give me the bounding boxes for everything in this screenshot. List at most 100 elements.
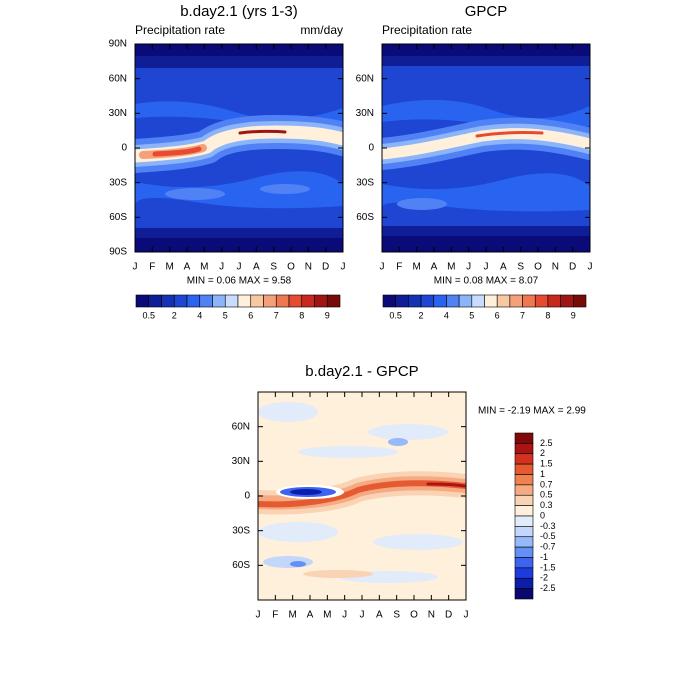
x-tick-label: J bbox=[588, 262, 593, 273]
colorbar-box bbox=[514, 557, 534, 569]
x-tick-label: O bbox=[410, 610, 418, 621]
colorbar-label: -0.3 bbox=[540, 521, 556, 531]
x-tick-label: S bbox=[393, 610, 400, 621]
colorbar-label: 8 bbox=[545, 310, 550, 320]
x-tick-label: S bbox=[517, 262, 524, 273]
x-tick-label: J bbox=[380, 262, 385, 273]
colorbar-box bbox=[420, 294, 435, 308]
x-tick-label: J bbox=[237, 262, 242, 273]
stats-label: MIN = -2.19 MAX = 2.99 bbox=[478, 406, 586, 417]
colorbar-box bbox=[514, 443, 534, 455]
colorbar-box bbox=[514, 484, 534, 496]
chart-title: b.day2.1 (yrs 1-3) bbox=[180, 3, 298, 20]
colorbar-box bbox=[382, 294, 396, 308]
x-tick-label: S bbox=[270, 262, 277, 273]
colorbar-box bbox=[514, 453, 534, 465]
x-tick-label: M bbox=[200, 262, 208, 273]
colorbar-label: 4 bbox=[197, 310, 202, 320]
colorbar-label: 0.3 bbox=[540, 500, 553, 510]
colorbar-label: -1 bbox=[540, 552, 548, 562]
chart-title: b.day2.1 - GPCP bbox=[305, 363, 418, 380]
x-tick-label: N bbox=[552, 262, 559, 273]
colorbar-box bbox=[573, 294, 587, 308]
colorbar-label: 5 bbox=[223, 310, 228, 320]
chart-title: GPCP bbox=[465, 3, 508, 20]
colorbar-label: -2.5 bbox=[540, 583, 556, 593]
colorbar-box bbox=[514, 463, 534, 475]
x-tick-label: J bbox=[219, 262, 224, 273]
colorbar-box bbox=[496, 294, 511, 308]
y-tick-label: 30N bbox=[356, 108, 374, 119]
y-tick-label: 30S bbox=[232, 525, 250, 536]
colorbar-label: 7 bbox=[520, 310, 525, 320]
x-tick-label: A bbox=[307, 610, 314, 621]
y-tick-label: 60N bbox=[232, 421, 250, 432]
x-tick-label: O bbox=[287, 262, 295, 273]
y-tick-label: 60S bbox=[109, 212, 127, 223]
colorbar-box bbox=[408, 294, 422, 308]
subtitle-left: Precipitation rate bbox=[135, 23, 225, 37]
x-tick-label: J bbox=[342, 610, 347, 621]
colorbar-box bbox=[148, 294, 162, 308]
colorbar-box bbox=[395, 294, 409, 308]
colorbar-box bbox=[514, 546, 534, 558]
y-tick-label: 60S bbox=[232, 560, 250, 571]
colorbar-box bbox=[514, 536, 534, 548]
x-tick-label: J bbox=[256, 610, 261, 621]
y-tick-label: 60N bbox=[109, 73, 127, 84]
x-tick-label: F bbox=[396, 262, 402, 273]
colorbar-box bbox=[250, 294, 264, 308]
x-tick-label: D bbox=[445, 610, 452, 621]
colorbar-box bbox=[224, 294, 239, 308]
colorbar-label: 0.5 bbox=[142, 310, 155, 320]
x-tick-label: M bbox=[323, 610, 331, 621]
colorbar-label: 2 bbox=[419, 310, 424, 320]
y-tick-label: 90S bbox=[109, 247, 127, 258]
colorbar-box bbox=[514, 526, 534, 538]
colorbar-box bbox=[514, 505, 534, 517]
x-tick-label: M bbox=[288, 610, 296, 621]
colorbar-box bbox=[534, 294, 549, 308]
colorbar-label: 0 bbox=[540, 510, 545, 520]
colorbar-label: 1 bbox=[540, 469, 545, 479]
y-tick-label: 60N bbox=[356, 73, 374, 84]
y-tick-label: 90N bbox=[109, 39, 127, 50]
colorbar-label: -1.5 bbox=[540, 562, 556, 572]
colorbar-box bbox=[560, 294, 574, 308]
x-tick-label: F bbox=[149, 262, 155, 273]
contour-field bbox=[135, 44, 343, 252]
colorbar-box bbox=[514, 567, 534, 579]
colorbar-box bbox=[212, 294, 226, 308]
colorbar-box bbox=[288, 294, 303, 308]
colorbar-box bbox=[484, 294, 498, 308]
colorbar-box bbox=[509, 294, 523, 308]
y-tick-label: 30S bbox=[109, 177, 127, 188]
colorbar-box bbox=[433, 294, 447, 308]
colorbar-label: 6 bbox=[248, 310, 253, 320]
colorbar-label: 8 bbox=[299, 310, 304, 320]
x-tick-label: J bbox=[360, 610, 365, 621]
colorbar-label: 6 bbox=[495, 310, 500, 320]
subtitle-left: Precipitation rate bbox=[382, 23, 472, 37]
colorbar-label: 0.5 bbox=[389, 310, 402, 320]
x-tick-label: D bbox=[569, 262, 576, 273]
colorbar-box bbox=[514, 432, 534, 444]
colorbar-label: 1.5 bbox=[540, 459, 553, 469]
colorbar-box bbox=[326, 294, 341, 308]
colorbar-box bbox=[173, 294, 188, 308]
colorbar-label: 9 bbox=[325, 310, 330, 320]
x-tick-label: D bbox=[322, 262, 329, 273]
x-tick-label: J bbox=[133, 262, 138, 273]
y-tick-label: 30N bbox=[232, 456, 250, 467]
colorbar-label: 0.7 bbox=[540, 479, 553, 489]
colorbar-label: 2.5 bbox=[540, 438, 553, 448]
stats-label: MIN = 0.06 MAX = 9.58 bbox=[187, 276, 292, 287]
contour-field bbox=[382, 44, 590, 252]
colorbar-box bbox=[514, 577, 534, 589]
colorbar-label: 5 bbox=[469, 310, 474, 320]
y-tick-label: 0 bbox=[244, 491, 250, 502]
x-tick-label: A bbox=[253, 262, 260, 273]
colorbar-box bbox=[314, 294, 328, 308]
colorbar-box bbox=[446, 294, 460, 308]
